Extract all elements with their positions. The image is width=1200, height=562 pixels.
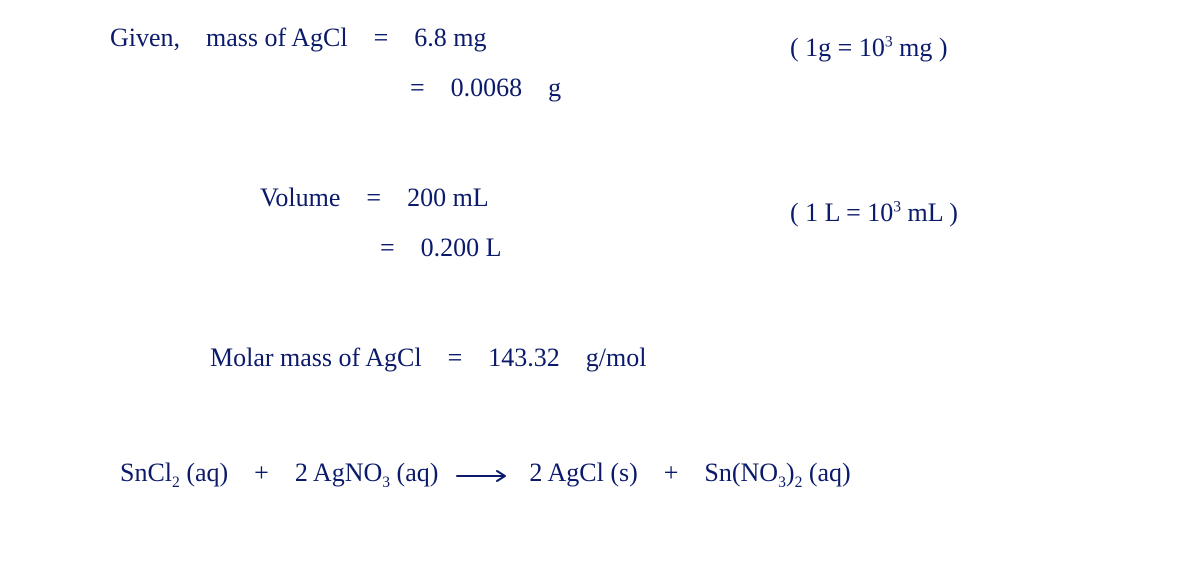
- eq-agno3-sub: 3: [382, 474, 390, 491]
- reaction-arrow-icon: [455, 457, 513, 493]
- volume-in-liters: = 0.200 L: [380, 230, 502, 266]
- text-volume-liters: = 0.200 L: [380, 233, 502, 262]
- volume-line: Volume = 200 mL: [260, 180, 489, 216]
- conv-l-ml-sup: 3: [893, 198, 901, 215]
- conv-l-ml-tail: mL ): [901, 198, 958, 227]
- mass-in-grams: = 0.0068 g: [410, 70, 561, 106]
- conv-g-to-mg: ( 1g = 103 mg ): [790, 30, 948, 66]
- eq-products-tail: (aq): [802, 458, 850, 487]
- conv-l-ml-head: ( 1 L = 10: [790, 198, 893, 227]
- chemical-equation: SnCl2 (aq) + 2 AgNO3 (aq) 2 AgCl (s) + S…: [120, 455, 851, 494]
- text-mass-grams: = 0.0068 g: [410, 73, 561, 102]
- eq-right-paren: ): [786, 458, 795, 487]
- eq-sncl2: SnCl: [120, 458, 172, 487]
- eq-plus-agno3: (aq) + 2 AgNO: [180, 458, 382, 487]
- conv-l-to-ml: ( 1 L = 103 mL ): [790, 195, 958, 231]
- text-given-mass: Given, mass of AgCl = 6.8 mg: [110, 23, 487, 52]
- given-mass-line: Given, mass of AgCl = 6.8 mg: [110, 20, 487, 56]
- eq-products-agcl: 2 AgCl (s) + Sn(NO: [529, 458, 778, 487]
- molar-mass-line: Molar mass of AgCl = 143.32 g/mol: [210, 340, 646, 376]
- eq-sncl2-sub: 2: [172, 474, 180, 491]
- eq-aq-after-agno3: (aq): [390, 458, 438, 487]
- conv-g-mg-sup: 3: [885, 33, 893, 50]
- text-volume-ml: Volume = 200 mL: [260, 183, 489, 212]
- conv-g-mg-tail: mg ): [893, 33, 948, 62]
- conv-g-mg-head: ( 1g = 10: [790, 33, 885, 62]
- eq-no3-sub-right: 3: [778, 474, 786, 491]
- text-molar-mass: Molar mass of AgCl = 143.32 g/mol: [210, 343, 646, 372]
